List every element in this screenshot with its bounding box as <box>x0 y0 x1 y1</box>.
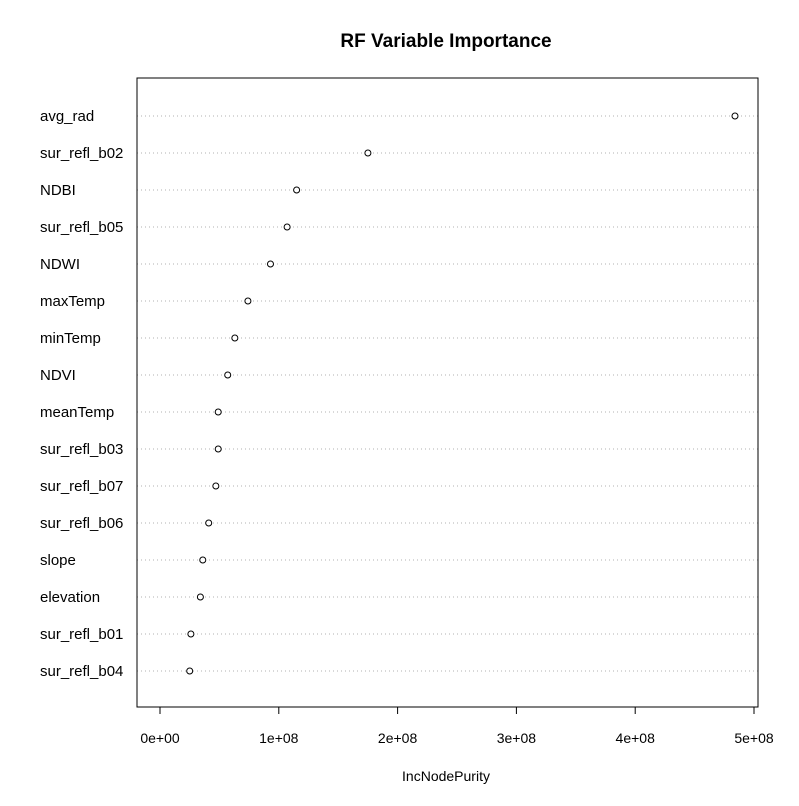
plot-area <box>136 77 759 708</box>
data-point <box>199 556 207 564</box>
x-tick-label: 0e+00 <box>140 730 180 746</box>
data-point <box>186 667 194 675</box>
category-label: sur_refl_b05 <box>40 219 123 236</box>
data-point <box>224 371 232 379</box>
x-tick-label: 5e+08 <box>734 730 774 746</box>
grid-lines <box>137 115 758 672</box>
data-point <box>187 630 195 638</box>
category-label: maxTemp <box>40 293 105 310</box>
x-tick-label: 1e+08 <box>259 730 299 746</box>
category-label: elevation <box>40 589 100 606</box>
data-point <box>214 445 222 453</box>
data-point <box>364 149 372 157</box>
data-point <box>205 519 213 527</box>
category-label: sur_refl_b04 <box>40 663 123 680</box>
category-label: NDBI <box>40 182 76 199</box>
category-label: meanTemp <box>40 404 114 421</box>
category-label: NDVI <box>40 367 76 384</box>
category-label: sur_refl_b03 <box>40 441 123 458</box>
data-points <box>186 112 739 675</box>
x-axis: 0e+00 1e+08 2e+08 3e+08 4e+08 5e+08 <box>140 706 774 746</box>
x-tick-label: 2e+08 <box>378 730 418 746</box>
data-point <box>214 408 222 416</box>
data-point <box>212 482 220 490</box>
category-label: slope <box>40 552 76 569</box>
category-label: NDWI <box>40 256 80 273</box>
data-point <box>196 593 204 601</box>
category-label: sur_refl_b06 <box>40 515 123 532</box>
data-point <box>293 186 301 194</box>
category-label: sur_refl_b07 <box>40 478 123 495</box>
category-label: sur_refl_b01 <box>40 626 123 643</box>
data-point <box>731 112 739 120</box>
data-point <box>283 223 291 231</box>
data-point <box>244 297 252 305</box>
x-tick-label: 3e+08 <box>497 730 537 746</box>
category-label: minTemp <box>40 330 101 347</box>
data-point <box>266 260 274 268</box>
data-point <box>231 334 239 342</box>
category-label: avg_rad <box>40 108 94 125</box>
category-labels: avg_rad sur_refl_b02 NDBI sur_refl_b05 NDWI m… <box>40 108 123 680</box>
chart-title: RF Variable Importance <box>340 31 551 52</box>
x-tick-label: 4e+08 <box>616 730 656 746</box>
x-axis-title: IncNodePurity <box>402 768 490 784</box>
category-label: sur_refl_b02 <box>40 145 123 162</box>
